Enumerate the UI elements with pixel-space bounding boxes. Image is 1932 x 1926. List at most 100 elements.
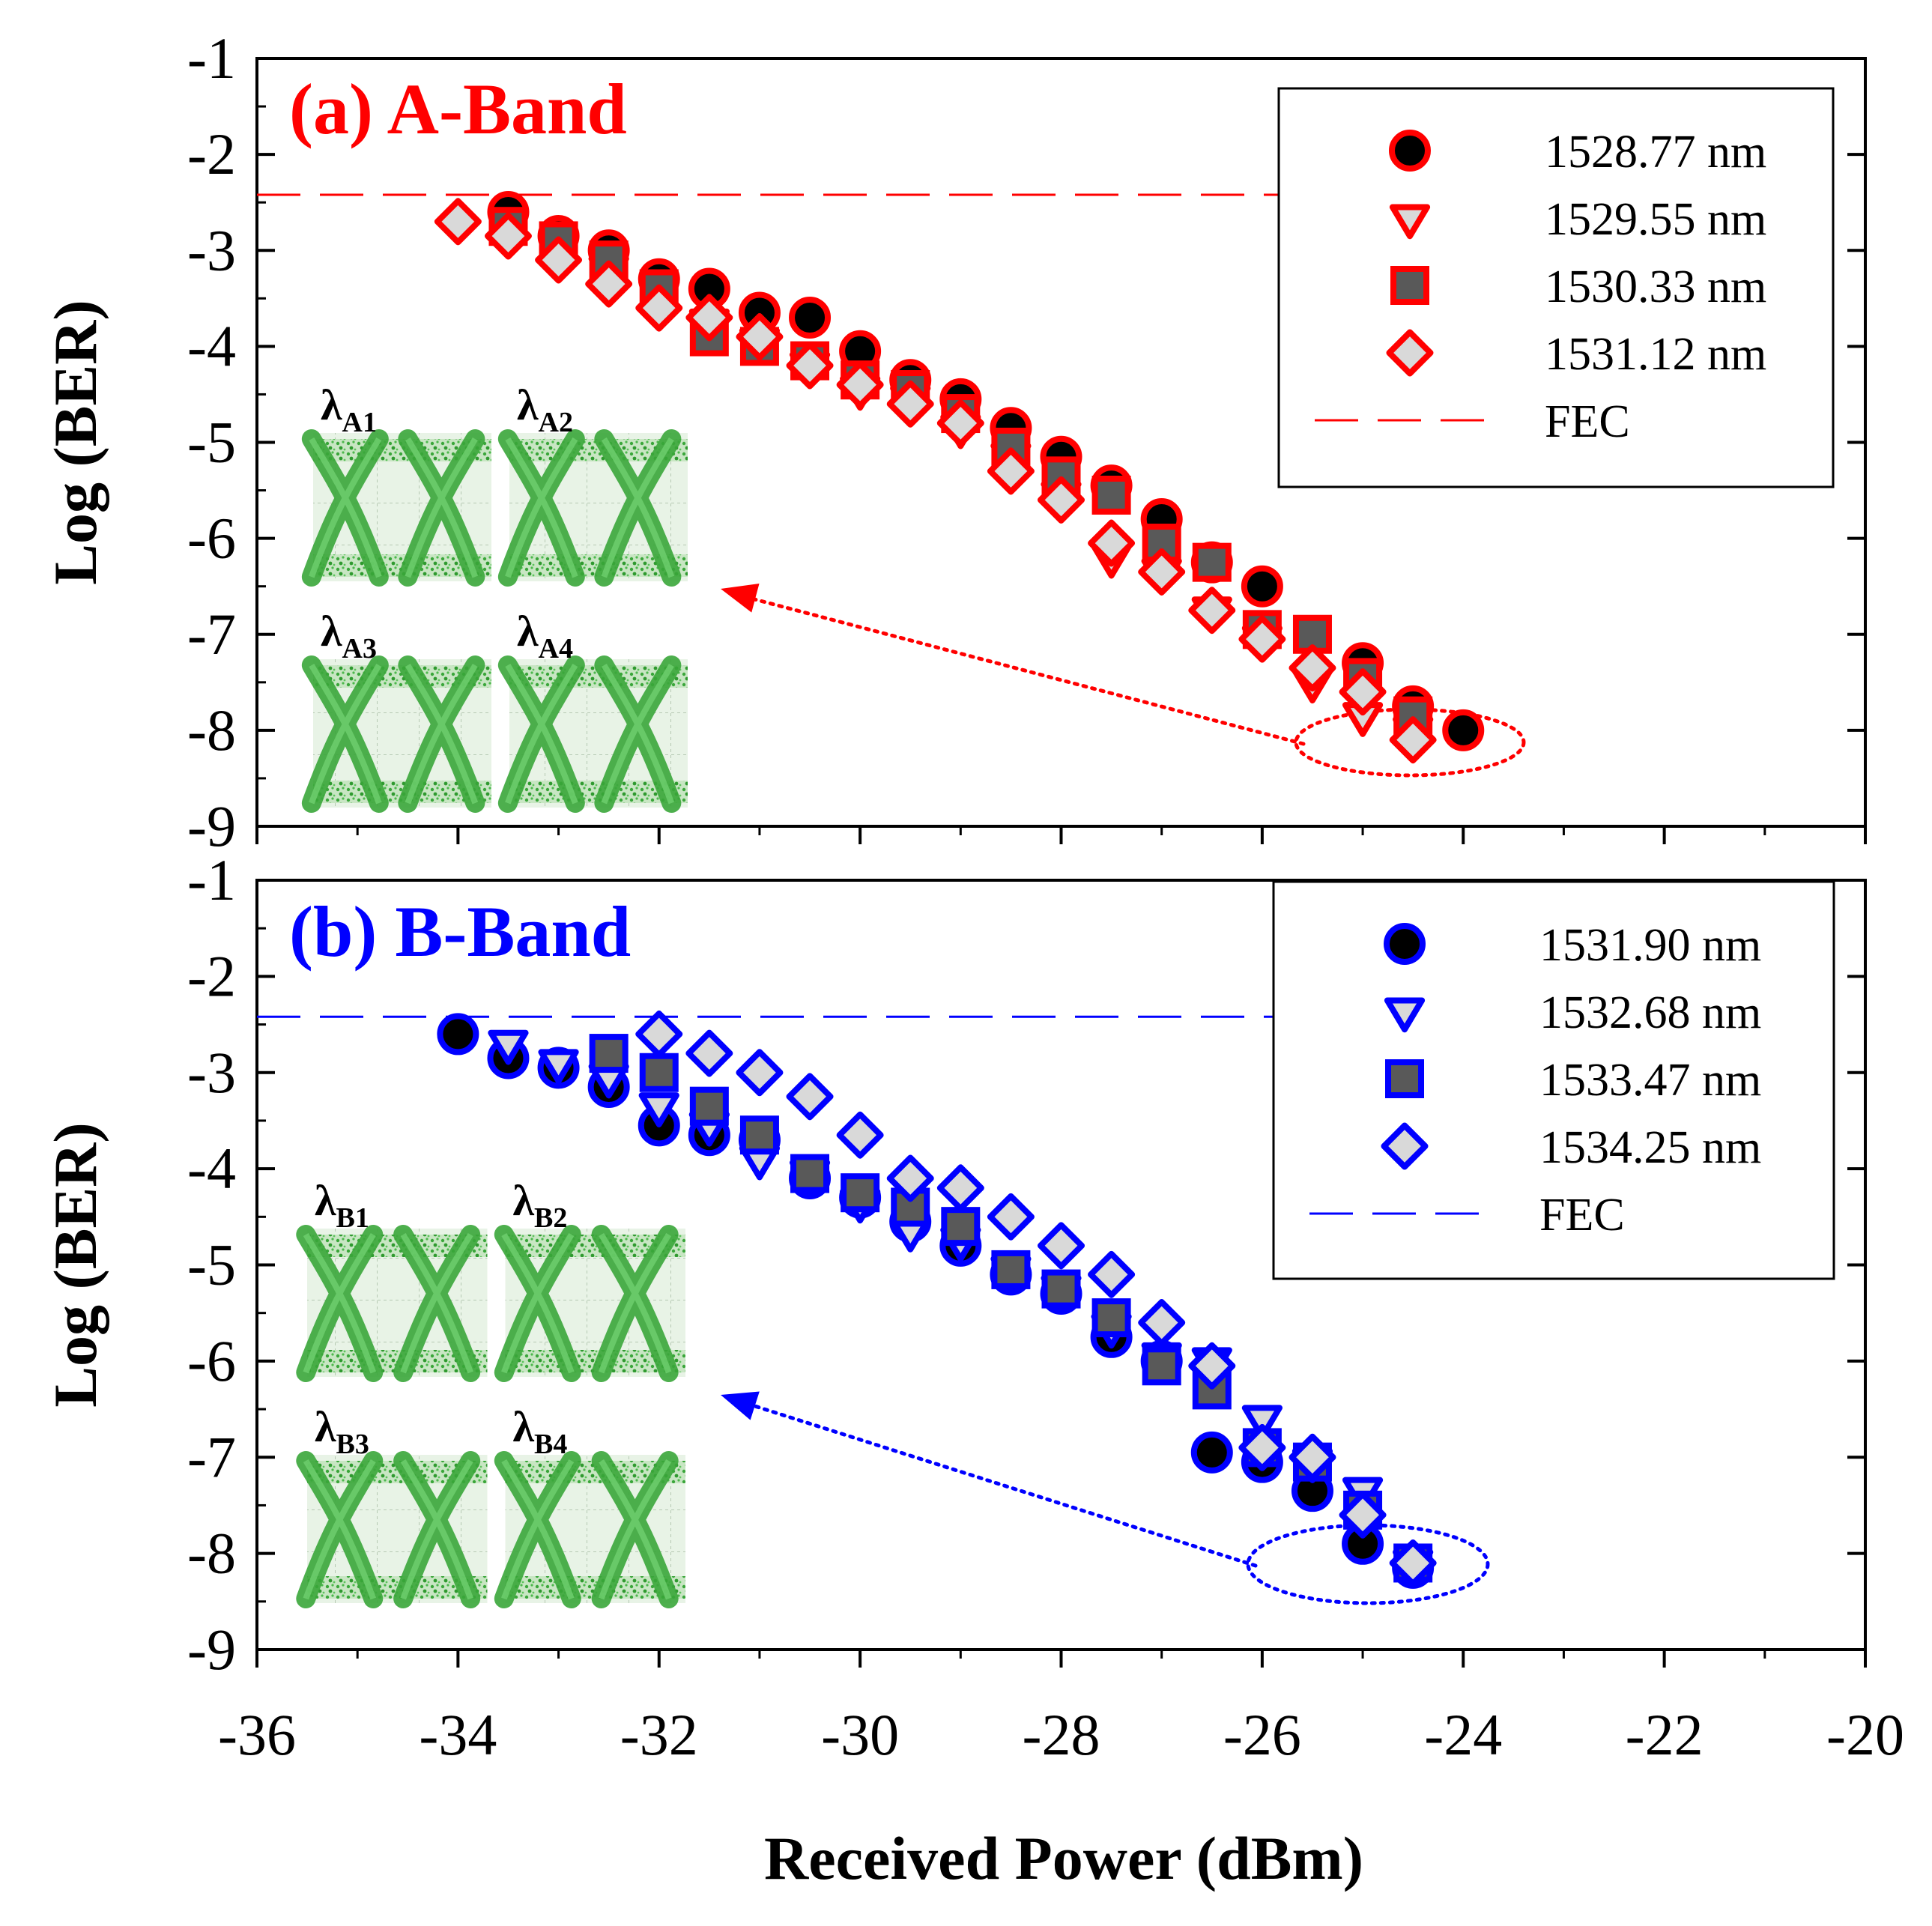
- panel-b-b-band: -1 -2 -3 -4 -5 -6 -7 -8 -9 -36 -34 -32 -30 -28 -26 -24 -…: [41, 847, 1904, 1767]
- eye-label-lambda: λ: [321, 381, 342, 429]
- eye-label-3: λA3: [321, 607, 377, 664]
- data-point-diamond: [1138, 548, 1186, 596]
- eye-crossing-highlight: [400, 1459, 473, 1600]
- eye-diagram-2: λB2: [494, 1176, 685, 1382]
- data-point-diamond: [1038, 476, 1085, 524]
- y-tick-label: -4: [187, 313, 236, 378]
- data-point-square: [739, 1115, 779, 1155]
- y-tick-label: -7: [187, 1424, 236, 1489]
- eye-label-lambda: λ: [315, 1402, 336, 1451]
- legend: 1531.90 nm 1532.68 nm 1533.47 nm 1534.25 nm…: [1272, 880, 1835, 1280]
- data-point-diamond: [1138, 1299, 1186, 1347]
- data-point-triangle-down: [638, 1092, 679, 1127]
- y-tick-label: -1: [187, 25, 236, 91]
- data-point-diamond: [1188, 1342, 1236, 1390]
- data-point-diamond: [1288, 644, 1336, 692]
- y-tick-label: -3: [187, 217, 236, 282]
- data-point-diamond: [1238, 615, 1286, 663]
- data-point-square: [1091, 1298, 1131, 1338]
- eye-label-4: λB4: [513, 1402, 568, 1460]
- eye-label-1: λB1: [315, 1176, 369, 1234]
- callout-arrow-line: [741, 594, 1306, 746]
- y-tick-label: -5: [187, 410, 236, 475]
- eye-crossing-highlight: [505, 663, 578, 805]
- eye-label-lambda: λ: [513, 1402, 535, 1451]
- data-point-triangle-down: [1241, 1405, 1283, 1441]
- data-point-square: [991, 1250, 1031, 1289]
- data-point-diamond: [685, 294, 733, 342]
- data-point-circle: [789, 296, 832, 339]
- data-point-square: [639, 1053, 679, 1092]
- legend-box: [1272, 880, 1835, 1280]
- legend-box: [1277, 87, 1835, 488]
- eye-crossing-highlight: [601, 437, 675, 578]
- series-1534-25-nm: [635, 1010, 1437, 1587]
- data-point-square: [1192, 542, 1232, 582]
- data-point-diamond: [936, 399, 984, 447]
- data-point-diamond: [936, 1164, 984, 1212]
- eye-crossing-highlight: [501, 1459, 575, 1600]
- eye-crossing-highlight: [405, 663, 479, 805]
- data-point-diamond: [1038, 1222, 1085, 1270]
- legend-label: 1531.12 nm: [1545, 329, 1766, 380]
- y-tick-label: -1: [187, 847, 236, 912]
- legend-marker-circle: [1384, 923, 1426, 965]
- data-point-diamond: [484, 212, 532, 260]
- legend-marker-diamond: [1381, 1122, 1429, 1170]
- data-point-square: [689, 1086, 729, 1126]
- callout-arrow-head: [721, 584, 760, 613]
- y-axis-title: Log (BER): [41, 300, 109, 584]
- x-tick-label: -34: [419, 1702, 497, 1767]
- eye-label-subscript: B2: [534, 1202, 567, 1234]
- eye-label-lambda: λ: [517, 607, 539, 655]
- data-point-diamond: [1339, 1491, 1387, 1539]
- x-tick-label: -36: [218, 1702, 296, 1767]
- legend-label: 1533.47 nm: [1539, 1055, 1761, 1106]
- data-point-diamond: [635, 284, 683, 332]
- data-point-square: [790, 1154, 830, 1193]
- y-tick-label: -6: [187, 506, 236, 571]
- panel-title: (a) A-Band: [289, 69, 627, 149]
- eye-crossing-highlight: [309, 437, 382, 578]
- eye-label-lambda: λ: [517, 381, 539, 429]
- series-1531-12-nm: [434, 198, 1437, 764]
- x-tick-label: -24: [1424, 1702, 1502, 1767]
- eye-label-1: λA1: [321, 381, 377, 438]
- eye-label-subscript: B1: [336, 1202, 369, 1234]
- data-point-diamond: [585, 260, 633, 308]
- data-point-square: [941, 1207, 981, 1247]
- y-tick-label: -4: [187, 1136, 236, 1201]
- y-axis-title: Log (BER): [41, 1122, 109, 1407]
- data-point-diamond: [1088, 519, 1136, 567]
- legend-fec-label: FEC: [1545, 396, 1630, 447]
- data-point-diamond: [786, 1073, 834, 1121]
- legend-label: 1532.68 nm: [1539, 987, 1761, 1038]
- eye-label-3: λB3: [315, 1402, 369, 1460]
- data-point-diamond: [1339, 668, 1387, 716]
- data-point-diamond: [886, 1154, 934, 1202]
- series-1533-47-nm: [589, 1034, 1433, 1583]
- legend-label: 1531.90 nm: [1539, 920, 1761, 971]
- y-tick-label: -6: [187, 1328, 236, 1393]
- data-point-diamond: [1238, 1423, 1286, 1471]
- legend-marker-square: [1390, 266, 1429, 305]
- data-point-diamond: [685, 1029, 733, 1077]
- legend-label: 1530.33 nm: [1545, 261, 1766, 312]
- eye-label-2: λB2: [513, 1176, 568, 1234]
- legend-marker-diamond: [1386, 329, 1434, 377]
- legend: 1528.77 nm 1529.55 nm 1530.33 nm 1531.12 nm…: [1277, 87, 1835, 488]
- data-point-diamond: [1288, 1433, 1336, 1481]
- eye-crossing-highlight: [505, 437, 578, 578]
- legend-label: 1534.25 nm: [1539, 1122, 1761, 1173]
- eye-label-lambda: λ: [513, 1176, 535, 1225]
- eye-diagram-2: λA2: [497, 381, 688, 587]
- data-point-diamond: [1389, 716, 1437, 764]
- data-point-diamond: [786, 342, 834, 390]
- data-point-triangle-down: [538, 1049, 579, 1085]
- eye-label-subscript: A3: [342, 633, 377, 664]
- data-point-diamond: [1389, 1539, 1437, 1587]
- data-point-diamond: [987, 447, 1035, 495]
- eye-diagram-4: λB4: [494, 1402, 685, 1608]
- eye-label-2: λA2: [517, 381, 573, 438]
